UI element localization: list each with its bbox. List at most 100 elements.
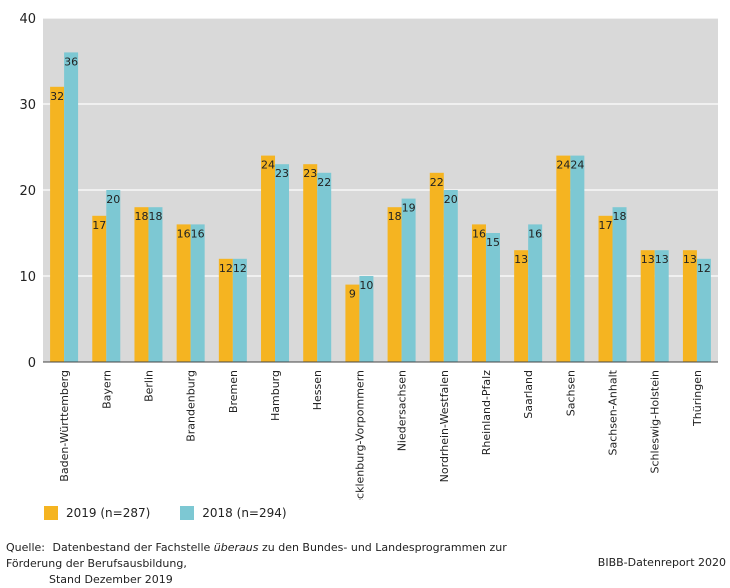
x-tick-label: Sachsen-Anhalt xyxy=(607,369,620,455)
bar xyxy=(148,207,163,362)
y-axis-ticks: 0 10 20 30 40 xyxy=(19,12,36,371)
x-tick-label: Rheinland-Pfalz xyxy=(480,370,493,455)
bar-value-label: 20 xyxy=(444,193,458,206)
bar xyxy=(696,258,711,362)
bar xyxy=(303,164,318,362)
source-text-after: zu den Bundes- und Landesprogrammen zur … xyxy=(6,541,507,570)
x-tick-label: Niedersachsen xyxy=(396,370,409,451)
bar-value-label: 13 xyxy=(655,253,669,266)
bar xyxy=(92,215,107,362)
bar xyxy=(640,250,655,362)
bar-value-label: 18 xyxy=(148,210,162,223)
bar xyxy=(232,258,247,362)
bar xyxy=(190,224,205,362)
legend-item-2018: 2018 (n=294) xyxy=(180,506,287,520)
bar-value-label: 13 xyxy=(683,253,697,266)
legend-item-2019: 2019 (n=287) xyxy=(44,506,150,520)
bar-value-label: 20 xyxy=(106,193,120,206)
bar-value-label: 19 xyxy=(402,202,416,215)
bar-value-label: 12 xyxy=(219,262,233,275)
bar-value-label: 24 xyxy=(570,159,584,172)
bar-value-label: 18 xyxy=(388,210,402,223)
bar xyxy=(50,86,65,363)
bar xyxy=(317,172,332,362)
bar-value-label: 16 xyxy=(528,227,542,240)
x-tick-label: Baden-Württemberg xyxy=(58,370,71,482)
bar-value-label: 13 xyxy=(641,253,655,266)
legend-label-2018: 2018 (n=294) xyxy=(202,506,287,520)
bar xyxy=(471,224,486,362)
bar xyxy=(682,250,697,362)
bar xyxy=(387,207,402,362)
bar-value-label: 13 xyxy=(514,253,528,266)
bar-value-label: 23 xyxy=(303,167,317,180)
legend: 2019 (n=287) 2018 (n=294) xyxy=(44,506,287,520)
x-tick-label: Hamburg xyxy=(269,370,282,421)
source-text-before: Datenbestand der Fachstelle xyxy=(52,541,211,554)
source-lead: Quelle: xyxy=(6,541,45,554)
bar xyxy=(359,276,374,362)
y-tick-label: 10 xyxy=(19,270,36,285)
source-emphasis: überaus xyxy=(213,541,259,554)
bar xyxy=(654,250,669,362)
bar-value-label: 24 xyxy=(261,159,275,172)
bar xyxy=(598,215,613,362)
x-tick-label: Mecklenburg-Vorpommern xyxy=(353,370,366,500)
x-tick-label: Bayern xyxy=(100,370,113,409)
bar xyxy=(528,224,543,362)
bar xyxy=(514,250,529,362)
bar-value-label: 32 xyxy=(50,90,64,103)
bar-value-label: 12 xyxy=(233,262,247,275)
bar xyxy=(261,155,276,362)
bar xyxy=(64,52,79,363)
x-tick-label: Sachsen xyxy=(564,370,577,416)
y-tick-label: 20 xyxy=(19,184,36,199)
y-tick-label: 0 xyxy=(28,356,36,371)
x-axis-labels: Baden-Württemberg Bayern Berlin Brandenburg… xyxy=(58,369,704,500)
x-tick-label: Nordrhein-Westfalen xyxy=(438,370,451,482)
bar-value-label: 17 xyxy=(92,219,106,232)
bar xyxy=(345,284,360,362)
bar-value-label: 24 xyxy=(556,159,570,172)
bar xyxy=(443,190,458,362)
legend-swatch-2019 xyxy=(44,506,58,520)
bar-value-label: 36 xyxy=(64,55,78,68)
y-tick-label: 30 xyxy=(19,98,36,113)
bar-value-label: 22 xyxy=(430,176,444,189)
x-tick-label: Berlin xyxy=(142,370,155,402)
bar xyxy=(570,155,585,362)
legend-label-2019: 2019 (n=287) xyxy=(66,506,151,520)
y-tick-label: 40 xyxy=(19,12,36,27)
bar-value-label: 17 xyxy=(599,219,613,232)
bar xyxy=(612,207,627,362)
bar xyxy=(556,155,571,362)
x-tick-label: Brandenburg xyxy=(185,370,198,442)
x-tick-label: Bremen xyxy=(227,370,240,413)
x-tick-label: Thüringen xyxy=(691,370,704,427)
x-tick-label: Schleswig-Holstein xyxy=(649,370,662,473)
source-line2: Stand Dezember 2019 xyxy=(49,573,173,586)
bar-value-label: 10 xyxy=(359,279,373,292)
x-tick-label: Hessen xyxy=(311,370,324,410)
bar-value-label: 15 xyxy=(486,236,500,249)
bar-value-label: 9 xyxy=(349,288,356,301)
bar xyxy=(176,224,191,362)
x-tick-label: Saarland xyxy=(522,370,535,419)
bar-value-label: 23 xyxy=(275,167,289,180)
bar xyxy=(401,198,416,362)
bar-value-label: 12 xyxy=(697,262,711,275)
bar-value-label: 18 xyxy=(134,210,148,223)
bar xyxy=(485,233,500,362)
credit: BIBB-Datenreport 2020 xyxy=(597,556,726,569)
bar-value-label: 16 xyxy=(177,227,191,240)
legend-swatch-2018 xyxy=(180,506,195,520)
bar-value-label: 16 xyxy=(191,227,205,240)
source-note: Quelle: Datenbestand der Fachstelle über… xyxy=(6,540,566,588)
bar-value-label: 22 xyxy=(317,176,331,189)
bar-value-label: 18 xyxy=(613,210,627,223)
bar xyxy=(275,164,290,362)
bar xyxy=(106,190,121,362)
bar-value-label: 16 xyxy=(472,227,486,240)
